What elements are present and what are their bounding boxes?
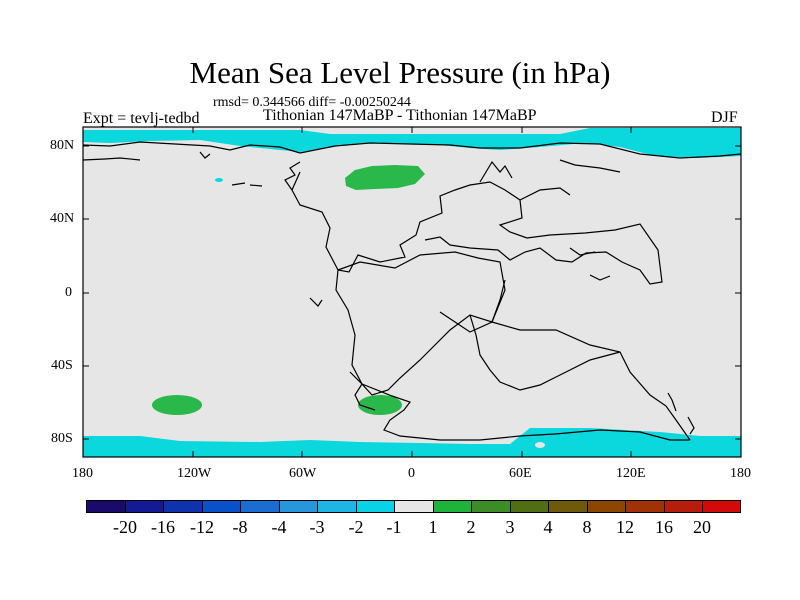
y-tick-label: 40N	[50, 211, 75, 226]
x-tick-label: 120W	[177, 466, 212, 481]
colorbar-swatch	[433, 500, 471, 513]
colorbar-label: 1	[428, 517, 438, 537]
axis-ticks	[82, 127, 742, 457]
colorbar-swatch	[202, 500, 240, 513]
colorbar-label: 3	[505, 517, 515, 537]
colorbar-swatch	[625, 500, 664, 513]
colorbar-label: -2	[348, 517, 364, 537]
y-tick-label: 80S	[51, 431, 73, 446]
map-subtitle: Tithonian 147MaBP - Tithonian 147MaBP	[263, 107, 537, 124]
colorbar-label: -16	[151, 517, 175, 537]
colorbar-label: 2	[466, 517, 476, 537]
y-tick-label: 80N	[50, 138, 75, 153]
x-tick-label: 60W	[289, 466, 317, 481]
x-tick-label: 180	[72, 466, 93, 481]
colorbar-label: -3	[309, 517, 325, 537]
colorbar-swatch	[317, 500, 356, 513]
colorbar-swatch	[548, 500, 587, 513]
colorbar-swatch	[86, 500, 125, 513]
green-anomaly-south	[358, 395, 402, 415]
colorbar-swatch	[240, 500, 279, 513]
colorbar-label: 16	[655, 517, 673, 537]
colorbar-swatch	[125, 500, 163, 513]
colorbar-swatch	[471, 500, 510, 513]
colorbar-label: 12	[616, 517, 634, 537]
colorbar-label: 8	[582, 517, 592, 537]
colorbar-swatch	[279, 500, 317, 513]
green-anomaly-north	[345, 165, 425, 190]
colorbar-swatch	[702, 500, 741, 513]
x-tick-label: 60E	[509, 466, 532, 481]
x-tick-label: 0	[408, 466, 415, 481]
x-tick-label: 120E	[616, 466, 646, 481]
y-tick-label: 0	[65, 285, 72, 300]
colorbar-label: -1	[386, 517, 402, 537]
y-tick-label: 40S	[51, 358, 73, 373]
coastlines	[82, 141, 742, 441]
colorbar-label: -12	[190, 517, 214, 537]
cyan-gap	[535, 442, 545, 448]
green-anomaly-pacific	[152, 395, 202, 415]
colorbar-swatch	[356, 500, 394, 513]
colorbar-swatch	[394, 500, 433, 513]
colorbar-label: 4	[543, 517, 553, 537]
season-label: DJF	[711, 109, 738, 126]
stats-text: rmsd= 0.344566 diff= -0.00250244	[213, 95, 411, 110]
colorbar-label: -4	[271, 517, 287, 537]
colorbar-swatch	[587, 500, 625, 513]
cyan-band-south	[83, 428, 741, 457]
cyan-band-north	[83, 128, 741, 158]
colorbar-swatch	[510, 500, 548, 513]
map-title: Mean Sea Level Pressure (in hPa)	[189, 55, 611, 90]
colorbar-label: -20	[113, 517, 137, 537]
colorbar-label: 20	[693, 517, 711, 537]
colorbar-label: -8	[232, 517, 248, 537]
x-tick-label: 180	[730, 466, 751, 481]
colorbar-swatch	[163, 500, 202, 513]
colorbar-swatch	[664, 500, 702, 513]
cyan-spot	[215, 178, 223, 182]
experiment-label: Expt = tevlj-tedbd	[83, 110, 200, 127]
